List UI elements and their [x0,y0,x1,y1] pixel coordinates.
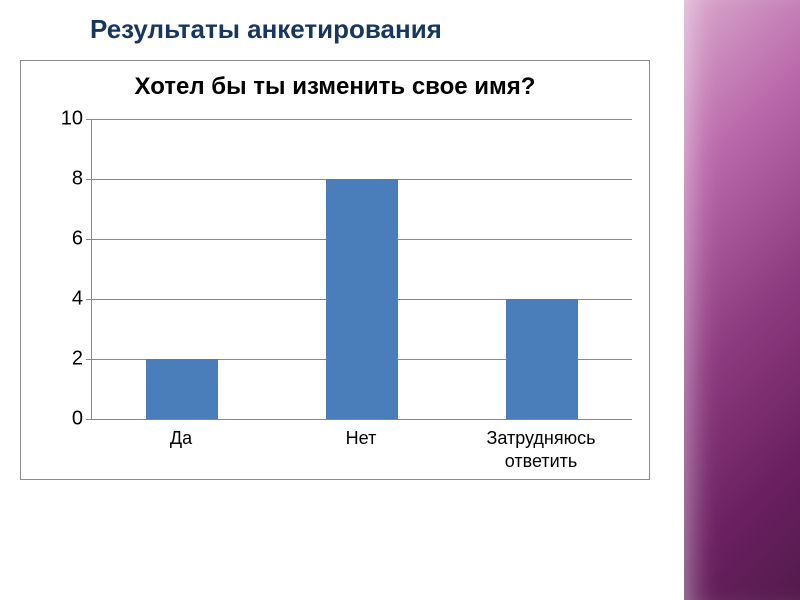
bar [146,359,218,419]
chart-title: Хотел бы ты изменить свое имя? [21,73,649,101]
y-axis-label: 0 [33,408,83,431]
y-tick [86,419,92,420]
slide: Результаты анкетирования Хотел бы ты изм… [0,0,800,600]
y-axis-label: 10 [33,108,83,131]
chart-container: Хотел бы ты изменить свое имя? 0246810Да… [20,60,650,480]
bar [506,299,578,419]
y-tick [86,359,92,360]
y-axis-label: 4 [33,288,83,311]
chart-plot: 0246810ДаНетЗатрудняюсь ответить [91,119,631,419]
x-axis-label: Нет [271,427,451,450]
bar [326,179,398,419]
side-gradient [684,0,800,600]
y-axis-label: 6 [33,228,83,251]
gridline [92,119,632,120]
plot-area [91,119,632,420]
page-title: Результаты анкетирования [90,14,442,45]
y-tick [86,119,92,120]
y-tick [86,299,92,300]
y-axis-label: 8 [33,168,83,191]
y-tick [86,239,92,240]
x-axis-label: Да [91,427,271,450]
y-tick [86,179,92,180]
y-axis-label: 2 [33,348,83,371]
x-axis-label: Затрудняюсь ответить [451,427,631,472]
